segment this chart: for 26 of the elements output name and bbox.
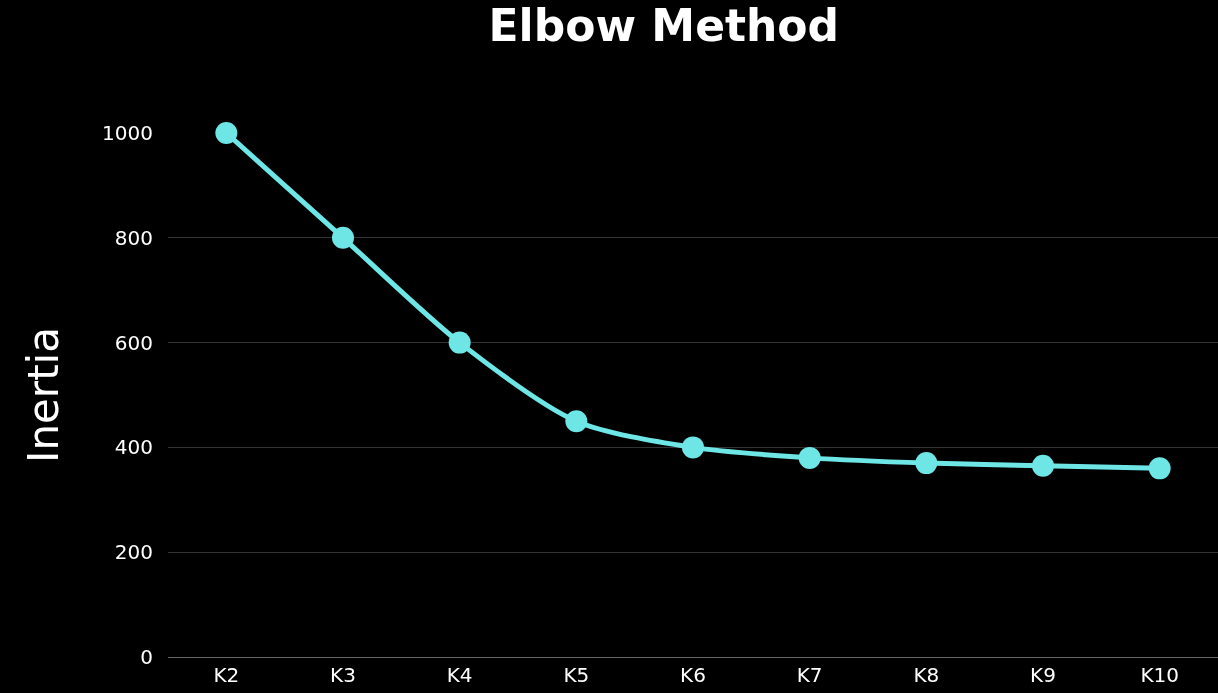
point bbox=[1032, 454, 1054, 477]
point bbox=[215, 122, 238, 144]
point bbox=[915, 452, 938, 475]
point bbox=[682, 436, 704, 459]
point bbox=[448, 331, 471, 354]
y-tick-label: 1000 bbox=[102, 121, 153, 145]
point bbox=[565, 410, 588, 433]
x-tick-label: K8 bbox=[913, 663, 940, 687]
x-tick-label: K5 bbox=[563, 663, 590, 687]
point bbox=[1148, 457, 1171, 480]
x-tick-label: K10 bbox=[1140, 663, 1179, 687]
y-tick-label: 400 bbox=[114, 435, 153, 460]
x-tick-label: K9 bbox=[1030, 663, 1056, 687]
y-tick-label: 200 bbox=[114, 540, 153, 565]
point bbox=[798, 446, 821, 469]
y-axis-title: Inertia bbox=[18, 327, 68, 463]
x-tick-label: K6 bbox=[680, 663, 706, 687]
chart-title: Elbow Method bbox=[488, 0, 840, 52]
y-tick-label: 800 bbox=[114, 225, 153, 250]
x-tick-label: K7 bbox=[796, 663, 823, 687]
y-tick-label: 0 bbox=[140, 645, 153, 669]
x-tick-label: K2 bbox=[213, 663, 240, 687]
x-tick-label: K3 bbox=[330, 663, 356, 687]
y-tick-label: 600 bbox=[114, 330, 153, 355]
x-tick-label: K4 bbox=[446, 663, 473, 687]
point bbox=[332, 226, 354, 249]
